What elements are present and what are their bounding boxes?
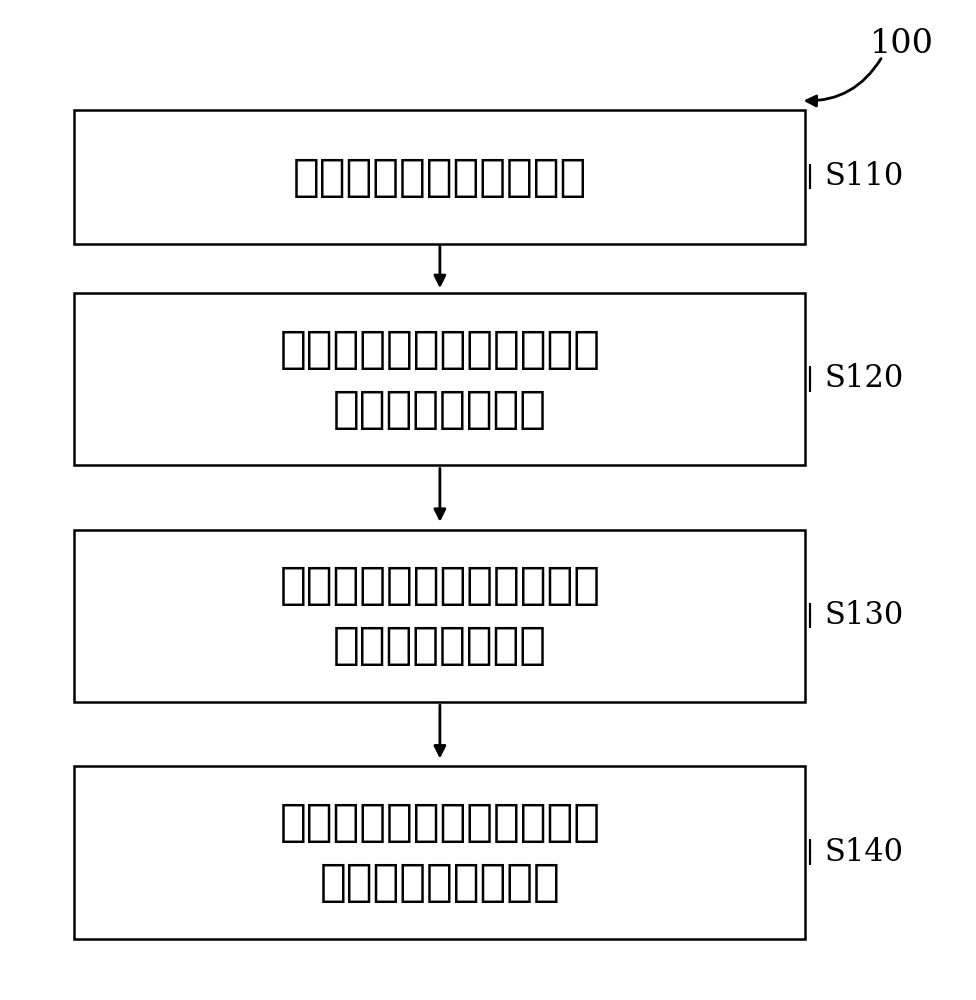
Text: 基于时延惩罚函数计算电路
元素之间的最短时延: 基于时延惩罚函数计算电路 元素之间的最短时延: [279, 801, 600, 904]
Text: 100: 100: [870, 28, 934, 60]
Text: S140: S140: [825, 837, 904, 868]
Text: S130: S130: [825, 600, 904, 631]
FancyBboxPatch shape: [74, 110, 805, 244]
Text: S120: S120: [825, 363, 904, 394]
FancyBboxPatch shape: [74, 530, 805, 702]
Text: 通过连续的矩阵函数获取连
续的时延惩罚函数: 通过连续的矩阵函数获取连 续的时延惩罚函数: [279, 564, 600, 667]
FancyBboxPatch shape: [74, 293, 805, 465]
FancyBboxPatch shape: [74, 766, 805, 939]
Text: S110: S110: [825, 161, 904, 192]
Text: 获取时延查找表矩阵函数: 获取时延查找表矩阵函数: [293, 156, 587, 199]
Text: 将时延查找表矩阵函数转化
为连续的矩阵函数: 将时延查找表矩阵函数转化 为连续的矩阵函数: [279, 328, 600, 431]
